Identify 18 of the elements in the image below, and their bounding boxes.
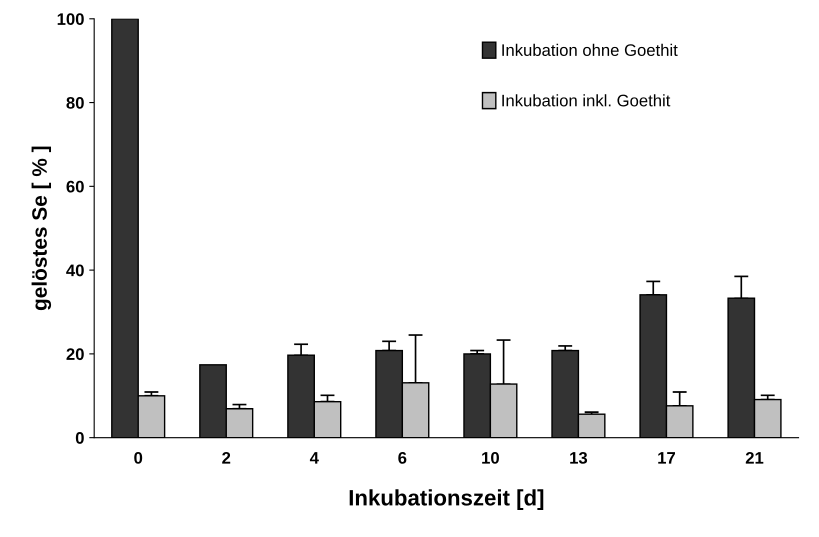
x-tick-label: 17 bbox=[658, 452, 675, 464]
legend-label: Inkubation inkl. Goethit bbox=[502, 94, 670, 106]
x-tick-label: 4 bbox=[310, 452, 319, 464]
x-tick-label: 0 bbox=[134, 452, 142, 464]
y-axis-title: gelöstes Se [ % ] bbox=[32, 146, 52, 310]
y-tick-label: 40 bbox=[66, 264, 84, 276]
y-tick-label: 60 bbox=[66, 180, 84, 193]
legend-label: Inkubation ohne Goethit bbox=[502, 44, 678, 56]
x-tick-label: 21 bbox=[746, 452, 764, 464]
x-tick-label: 6 bbox=[398, 452, 406, 464]
y-tick-label: 20 bbox=[66, 348, 84, 360]
x-tick-label: 2 bbox=[222, 452, 230, 464]
x-tick-label: 13 bbox=[570, 452, 588, 464]
y-tick-label: 80 bbox=[66, 96, 84, 109]
x-axis-title: Inkubationszeit [d] bbox=[350, 489, 544, 510]
y-tick-label: 0 bbox=[76, 432, 84, 444]
y-tick-label: 100 bbox=[58, 13, 84, 25]
x-tick-label: 10 bbox=[482, 452, 499, 464]
